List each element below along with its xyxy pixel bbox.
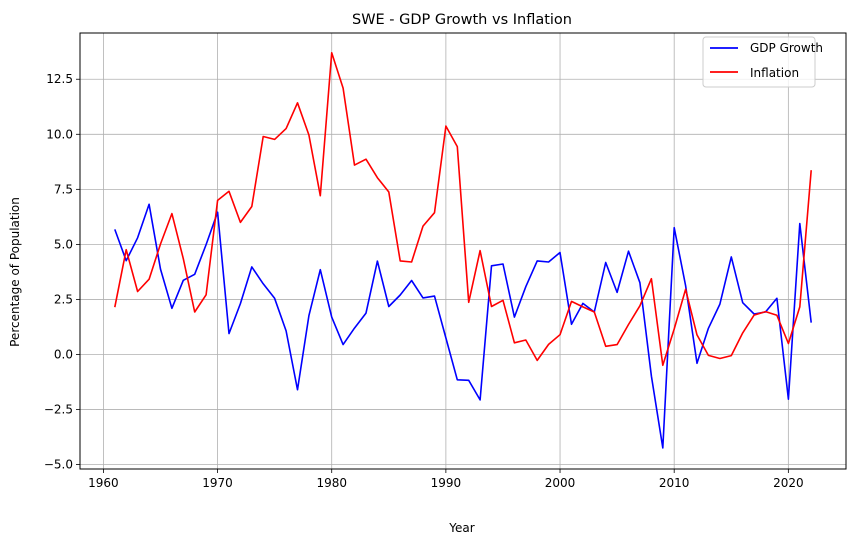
x-tick-label: 1970 [202, 476, 233, 490]
series-line-gdp-growth [114, 203, 812, 449]
y-tick-label: 0.0 [54, 347, 73, 361]
x-tick-label: 1960 [88, 476, 119, 490]
x-tick-label: 2000 [545, 476, 576, 490]
legend-label-gdp-growth: GDP Growth [750, 41, 823, 55]
y-tick-label: −5.0 [44, 458, 73, 472]
y-tick-label: 2.5 [54, 292, 73, 306]
y-tick-label: 12.5 [46, 72, 73, 86]
y-tick-label: −2.5 [44, 403, 73, 417]
grid [80, 33, 846, 469]
legend-box [702, 36, 816, 88]
x-tick-label: 2010 [659, 476, 690, 490]
y-axis-ticks: −5.0 −2.5 0.0 2.5 5.0 7.5 10.0 12.5 [44, 72, 80, 472]
x-tick-label: 1980 [316, 476, 347, 490]
series-line-inflation [114, 51, 812, 367]
legend: GDP Growth Inflation [702, 36, 823, 88]
y-tick-label: 7.5 [54, 182, 73, 196]
y-axis-label: Percentage of Population [8, 197, 22, 347]
legend-label-inflation: Inflation [750, 66, 799, 80]
plot-lines [114, 51, 812, 449]
x-axis-ticks: 1960 1970 1980 1990 2000 2010 2020 [88, 469, 804, 490]
chart-title: SWE - GDP Growth vs Inflation [352, 12, 572, 28]
x-tick-label: 1990 [431, 476, 462, 490]
plot-frame [79, 32, 847, 470]
x-tick-label: 2020 [773, 476, 804, 490]
x-axis-label: Year [448, 521, 474, 535]
y-tick-label: 5.0 [54, 237, 73, 251]
y-tick-label: 10.0 [46, 127, 73, 141]
